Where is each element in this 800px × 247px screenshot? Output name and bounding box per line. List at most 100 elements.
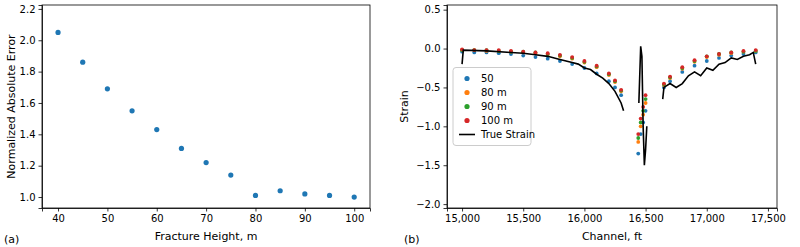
point xyxy=(754,49,758,53)
point xyxy=(717,52,721,56)
tick-label: −2.0 xyxy=(416,199,440,210)
tick: 15,500 xyxy=(506,208,541,224)
tick-label: 15,000 xyxy=(445,213,480,224)
point xyxy=(204,160,209,165)
tick-mark xyxy=(444,165,448,166)
tick-mark xyxy=(39,9,43,10)
tick-label: 70 xyxy=(200,213,213,224)
tick-label: −1.5 xyxy=(416,160,440,171)
tick: 1.4 xyxy=(20,129,42,140)
point xyxy=(179,146,184,151)
tick-label: 16,500 xyxy=(629,213,664,224)
legend-swatch xyxy=(459,134,475,136)
legend-swatch xyxy=(464,104,469,109)
tick-mark xyxy=(646,208,647,212)
point xyxy=(352,194,357,199)
x-axis-title: Channel, ft xyxy=(582,230,643,243)
legend-label: 50 xyxy=(481,73,494,84)
point xyxy=(742,50,746,54)
legend: 5080 m90 m100 mTrue Strain xyxy=(453,68,535,146)
axis-line xyxy=(43,209,371,212)
point xyxy=(705,54,709,58)
tick-mark xyxy=(444,87,448,88)
point xyxy=(613,79,617,83)
plot-area xyxy=(55,30,356,200)
plot-frame xyxy=(42,5,370,208)
y-axis-title: Strain xyxy=(398,90,411,123)
point xyxy=(662,82,666,86)
point xyxy=(534,51,538,55)
tick-label: −1.0 xyxy=(416,121,440,132)
legend-label: 100 m xyxy=(481,115,513,126)
tick: 40 xyxy=(52,208,65,224)
tick-label: 50 xyxy=(102,213,115,224)
y-axis: 0.50.0−0.5−1.0−1.5−2.0 xyxy=(416,4,447,209)
point xyxy=(693,59,697,63)
legend-label: 80 m xyxy=(481,87,507,98)
tick-label: 100 xyxy=(345,213,364,224)
tick-mark xyxy=(444,204,448,205)
tick-label: 90 xyxy=(299,213,312,224)
tick: 1.0 xyxy=(20,192,42,203)
point xyxy=(754,48,758,52)
point xyxy=(636,132,640,136)
plot-area xyxy=(460,46,757,165)
point xyxy=(644,97,648,101)
tick: 1.2 xyxy=(20,160,42,171)
tick-mark xyxy=(444,49,448,50)
tick-label: 17,000 xyxy=(690,213,725,224)
tick: −1.5 xyxy=(416,160,447,171)
legend-label: True Strain xyxy=(480,129,535,140)
tick: −2.0 xyxy=(416,199,447,210)
tick-mark xyxy=(39,197,43,198)
tick-mark xyxy=(157,208,158,212)
tick: 1.8 xyxy=(20,66,42,77)
tick: 0.0 xyxy=(425,43,447,54)
tick-label: 15,500 xyxy=(506,213,541,224)
point xyxy=(583,60,587,64)
tick-label: 40 xyxy=(52,213,65,224)
tick: 60 xyxy=(151,208,164,224)
panel-label: (a) xyxy=(4,233,19,246)
point xyxy=(558,53,562,57)
tick: −1.0 xyxy=(416,121,447,132)
tick: 80 xyxy=(250,208,263,224)
tick-mark xyxy=(39,72,43,73)
legend-swatch xyxy=(464,90,469,95)
point xyxy=(558,54,562,58)
point xyxy=(668,75,672,79)
point xyxy=(595,65,599,69)
line xyxy=(462,46,756,165)
y-axis: 1.01.21.41.61.82.02.2 xyxy=(20,4,43,209)
tick: 100 xyxy=(345,208,364,224)
point xyxy=(546,51,550,55)
point xyxy=(705,59,709,63)
tick-label: 0.0 xyxy=(425,43,441,54)
tick: 16,500 xyxy=(629,208,664,224)
point xyxy=(639,121,643,125)
point xyxy=(754,49,758,53)
point xyxy=(302,191,307,196)
tick-label: 80 xyxy=(250,213,263,224)
point xyxy=(105,86,110,91)
point xyxy=(717,52,721,56)
tick-label: 16,000 xyxy=(567,213,602,224)
tick-mark xyxy=(39,103,43,104)
tick: 2.0 xyxy=(20,35,42,46)
plot-frame xyxy=(447,5,777,208)
tick-mark xyxy=(39,40,43,41)
tick: 1.6 xyxy=(20,98,42,109)
axis-line xyxy=(444,6,448,209)
point xyxy=(546,52,550,56)
point xyxy=(705,55,709,59)
point xyxy=(583,59,587,63)
point xyxy=(570,56,574,60)
tick: 16,000 xyxy=(567,208,602,224)
tick-mark xyxy=(354,208,355,212)
tick-mark xyxy=(584,208,585,212)
legend-swatch xyxy=(464,118,469,123)
chart-panel: 4050607080901001.01.21.41.61.82.02.2Frac… xyxy=(4,4,371,246)
tick-label: 0.5 xyxy=(425,4,441,15)
tick-mark xyxy=(462,208,463,212)
tick-label: 60 xyxy=(151,213,164,224)
